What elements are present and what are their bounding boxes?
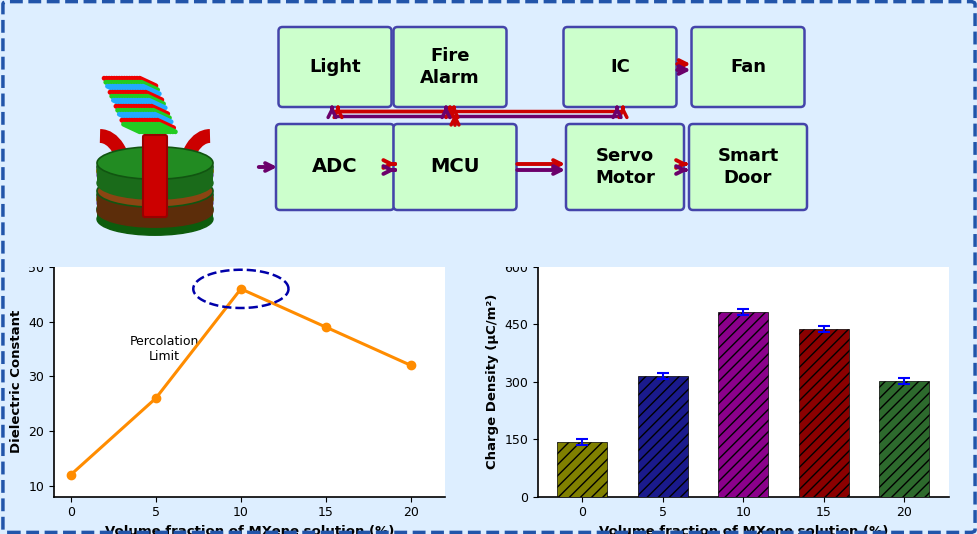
FancyBboxPatch shape (97, 199, 213, 203)
Y-axis label: Dielectric Constant: Dielectric Constant (10, 310, 22, 453)
FancyBboxPatch shape (691, 27, 804, 107)
Text: Fan: Fan (729, 58, 765, 76)
FancyBboxPatch shape (278, 27, 391, 107)
X-axis label: Volume fraction of MXene solution (%): Volume fraction of MXene solution (%) (598, 525, 887, 534)
Ellipse shape (97, 159, 213, 191)
Bar (557, 442, 607, 497)
Ellipse shape (97, 193, 213, 225)
Bar (798, 329, 848, 497)
FancyBboxPatch shape (97, 191, 213, 211)
Ellipse shape (97, 155, 213, 187)
FancyBboxPatch shape (688, 124, 806, 210)
FancyBboxPatch shape (97, 163, 213, 183)
Text: Light: Light (309, 58, 361, 76)
Text: ADC: ADC (312, 158, 358, 177)
Text: MCU: MCU (430, 158, 480, 177)
Bar (878, 381, 928, 497)
Text: Servo
Motor: Servo Motor (594, 147, 655, 187)
FancyBboxPatch shape (393, 124, 516, 210)
Ellipse shape (97, 155, 213, 187)
FancyBboxPatch shape (276, 124, 394, 210)
Text: Smart
Door: Smart Door (717, 147, 778, 187)
Ellipse shape (97, 195, 213, 227)
Y-axis label: Charge Density (μC/m²): Charge Density (μC/m²) (486, 294, 498, 469)
Ellipse shape (97, 167, 213, 199)
FancyBboxPatch shape (97, 171, 213, 175)
FancyBboxPatch shape (563, 27, 676, 107)
FancyBboxPatch shape (97, 195, 213, 199)
Bar (637, 376, 687, 497)
Ellipse shape (97, 183, 213, 215)
Ellipse shape (97, 151, 213, 183)
Ellipse shape (97, 183, 213, 215)
Ellipse shape (97, 147, 213, 179)
Text: Percolation
Limit: Percolation Limit (130, 335, 199, 363)
Ellipse shape (97, 187, 213, 219)
FancyBboxPatch shape (97, 209, 213, 219)
Ellipse shape (97, 179, 213, 211)
Text: Fire
Alarm: Fire Alarm (420, 47, 480, 87)
Ellipse shape (97, 175, 213, 207)
FancyBboxPatch shape (97, 167, 213, 171)
Ellipse shape (97, 203, 213, 235)
FancyBboxPatch shape (393, 27, 506, 107)
FancyBboxPatch shape (143, 135, 167, 217)
Bar (717, 312, 768, 497)
X-axis label: Volume fraction of MXene solution (%): Volume fraction of MXene solution (%) (105, 525, 394, 534)
FancyBboxPatch shape (566, 124, 683, 210)
Text: IC: IC (610, 58, 629, 76)
